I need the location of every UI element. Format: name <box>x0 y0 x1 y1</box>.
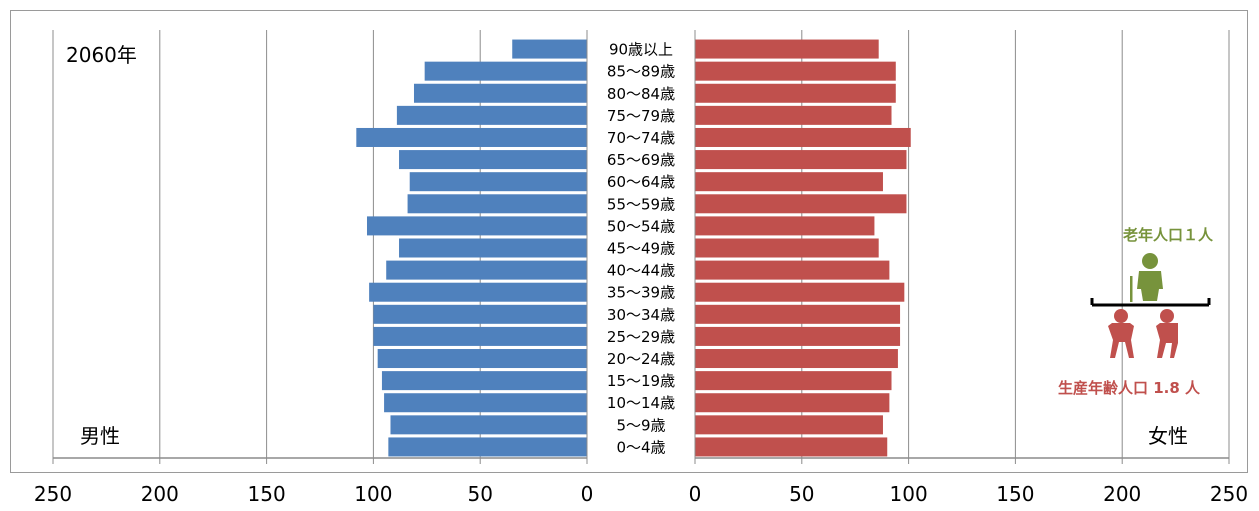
age-group-label: 85～89歳 <box>607 63 675 81</box>
bar-female <box>695 260 890 280</box>
age-group-label: 70～74歳 <box>607 129 675 147</box>
age-group-label: 0～4歳 <box>616 438 665 456</box>
bar-female <box>695 326 901 346</box>
bar-male <box>407 194 587 214</box>
age-group-label: 60～64歳 <box>607 173 675 191</box>
tick-label-left: 250 <box>34 482 72 506</box>
bar-female <box>695 437 888 457</box>
bar-female <box>695 83 896 103</box>
bar-female <box>695 105 892 125</box>
bar-female <box>695 415 883 435</box>
tick-label-right: 200 <box>1103 482 1141 506</box>
bar-female <box>695 371 892 391</box>
age-group-label: 75～79歳 <box>607 107 675 125</box>
bar-male <box>373 304 587 324</box>
tick-label-left: 150 <box>248 482 286 506</box>
female-label: 女性 <box>1148 424 1188 448</box>
age-group-label: 55～59歳 <box>607 195 675 213</box>
elderly-person-icon <box>1130 253 1163 302</box>
bar-female <box>695 61 896 81</box>
bar-female <box>695 349 898 369</box>
bar-male <box>373 326 587 346</box>
bar-male <box>399 150 587 170</box>
bar-female <box>695 127 911 147</box>
bar-male <box>396 105 587 125</box>
bar-male <box>356 127 587 147</box>
support-ratio-illustration: 老年人口１人 生産年齢人口 1.8 人 <box>1058 226 1214 397</box>
age-group-label: 45～49歳 <box>607 240 675 258</box>
bar-male <box>424 61 587 81</box>
bar-male <box>366 216 587 236</box>
bar-female <box>695 216 875 236</box>
age-group-label: 25～29歳 <box>607 328 675 346</box>
bar-male <box>386 260 587 280</box>
bar-male <box>369 282 587 302</box>
tick-label-right: 0 <box>689 482 702 506</box>
tick-label-left: 0 <box>581 482 594 506</box>
age-group-label: 20～24歳 <box>607 350 675 368</box>
bars <box>356 39 911 457</box>
bar-male <box>384 393 587 413</box>
year-label: 2060年 <box>66 43 137 67</box>
tick-label-left: 50 <box>467 482 492 506</box>
axes: 250 200 150 100 50 0 0 50 100 150 200 250 <box>34 30 1248 506</box>
working-age-label: 生産年齢人口 1.8 人 <box>1058 379 1201 397</box>
tick-label-right: 150 <box>996 482 1034 506</box>
tick-label-right: 100 <box>890 482 928 506</box>
age-group-label: 80～84歳 <box>607 85 675 103</box>
age-group-label: 15～19歳 <box>607 372 675 390</box>
bar-male <box>409 172 587 192</box>
bar-female <box>695 238 879 258</box>
bar-female <box>695 39 879 59</box>
tick-label-right: 250 <box>1210 482 1248 506</box>
age-group-label: 90歳以上 <box>609 41 673 59</box>
bar-female <box>695 194 907 214</box>
age-labels: 90歳以上 85～89歳 80～84歳 75～79歳 70～74歳 65～69歳 60～64… <box>607 41 675 457</box>
tick-label-right: 50 <box>789 482 814 506</box>
age-group-label: 35～39歳 <box>607 284 675 302</box>
bar-female <box>695 282 905 302</box>
working-people-icon <box>1108 309 1178 358</box>
age-group-label: 5～9歳 <box>616 416 665 434</box>
male-label: 男性 <box>80 424 120 448</box>
bar-female <box>695 172 883 192</box>
age-group-label: 10～14歳 <box>607 394 675 412</box>
bar-male <box>512 39 587 59</box>
bar-male <box>390 415 587 435</box>
bar-male <box>399 238 587 258</box>
age-group-label: 65～69歳 <box>607 151 675 169</box>
elderly-label: 老年人口１人 <box>1122 226 1214 244</box>
age-group-label: 40～44歳 <box>607 262 675 280</box>
bar-male <box>413 83 587 103</box>
support-bracket <box>1090 298 1211 307</box>
age-group-label: 50～54歳 <box>607 217 675 235</box>
tick-label-left: 100 <box>354 482 392 506</box>
bar-female <box>695 304 901 324</box>
age-group-label: 30～34歳 <box>607 306 675 324</box>
tick-label-left: 200 <box>141 482 179 506</box>
bar-female <box>695 393 890 413</box>
bar-male <box>381 371 587 391</box>
bar-female <box>695 150 907 170</box>
bar-male <box>388 437 587 457</box>
bar-male <box>377 349 587 369</box>
